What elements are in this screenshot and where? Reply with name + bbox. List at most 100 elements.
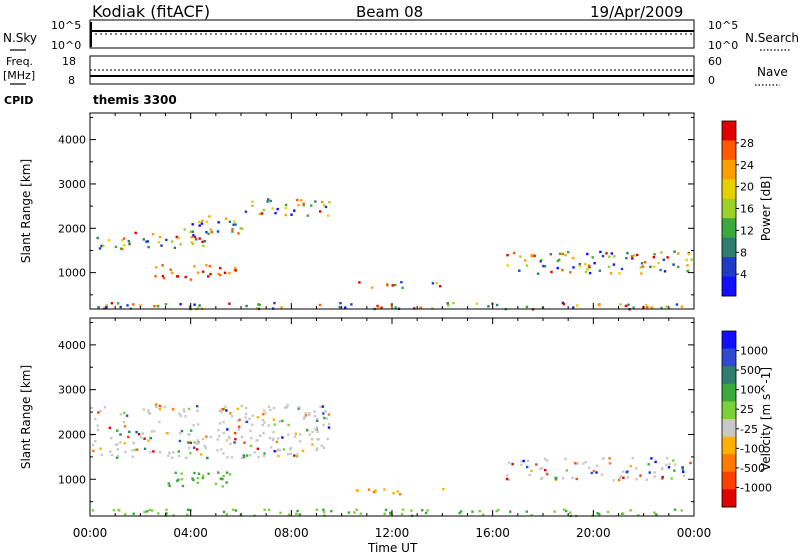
scatter-cell [160,244,163,247]
scatter-cell [284,406,287,409]
scatter-cell [104,306,108,309]
scatter-cell [178,412,181,415]
scatter-cell [274,211,277,215]
scatter-cell [295,512,298,516]
scatter-cell [660,306,663,310]
scatter-cell [308,413,311,417]
colorbar-segment [722,331,736,349]
scatter-cell [682,474,686,477]
scatter-cell [225,481,228,484]
colorbar-tick-label: -500 [740,462,765,475]
scatter-cell [657,261,660,265]
scatter-cell [459,510,463,513]
scatter-cell [528,473,531,477]
scatter-cell [293,435,297,438]
scatter-cell [682,470,685,473]
scatter-cell [100,453,103,457]
scatter-cell [193,471,196,475]
scatter-cell [220,410,223,414]
scatter-cell [137,433,141,436]
scatter-cell [376,304,379,308]
scatter-cell [189,441,192,444]
scatter-cell [165,432,168,435]
scatter-cell [240,456,244,460]
y-tick-label: 2000 [58,428,86,441]
scatter-cell [119,413,123,416]
power-panel: 1000 2000 3000 4000 Slant Range [km] 28 24 20 16… [19,112,773,311]
scatter-cell [273,423,277,426]
scatter-cell [665,463,668,467]
scatter-cell [131,455,134,458]
scatter-cell [645,478,648,481]
scatter-cell [284,203,288,207]
scatter-cell [170,271,174,275]
scatter-cell [141,432,144,435]
scatter-cell [92,449,95,453]
scatter-cell [209,435,212,439]
scatter-cell [418,306,422,310]
scatter-cell [353,511,356,514]
scatter-cell [304,414,308,417]
scatter-cell [276,207,279,211]
scatter-cell [135,430,138,434]
scatter-cell [608,457,611,460]
sky-right-label: N.Search [745,31,799,45]
scatter-cell [114,245,118,249]
colorbar-tick-label: 25 [740,403,754,416]
scatter-cell [607,265,611,268]
scatter-cell [174,471,177,474]
scatter-cell [584,460,587,464]
scatter-cell [244,210,248,213]
scatter-cell [125,414,129,417]
scatter-cell [576,304,579,307]
scatter-cell [233,441,236,444]
scatter-cell [662,258,665,261]
scatter-cell [120,247,124,251]
colorbar-segment [722,198,736,219]
scatter-cell [245,304,248,308]
colorbar-tick-label: 16 [740,203,754,216]
scatter-cell [232,508,235,511]
scatter-cell [257,303,260,306]
scatter-cell [665,305,668,308]
scatter-cell [221,477,224,481]
scatter-cell [232,223,235,226]
scatter-cell [228,220,232,223]
scatter-cell [195,238,198,241]
scatter-cell [660,467,664,470]
scatter-cell [495,509,498,513]
scatter-cell [356,489,359,492]
scatter-cell [190,429,193,432]
scatter-cell [586,268,589,271]
scatter-cell [561,268,564,272]
scatter-cell [650,457,653,460]
scatter-cell [278,420,281,423]
colorbar-tick-label: 12 [740,224,754,237]
scatter-cell [221,408,225,411]
scatter-cell [200,222,204,225]
scatter-cell [216,230,220,233]
scatter-cell [127,435,130,439]
scatter-cell [165,512,168,515]
scatter-cell [208,264,211,268]
scatter-cell [653,475,656,478]
scatter-cell [633,254,636,257]
scatter-cell [302,417,306,420]
scatter-cell [526,465,529,469]
scatter-cell [599,250,602,254]
scatter-cell [269,199,272,203]
scatter-cell [543,265,547,268]
scatter-cell [178,439,182,443]
scatter-cell [553,510,556,513]
scatter-cell [539,260,542,263]
scatter-cell [327,413,331,416]
scatter-cell [316,417,319,420]
scatter-cell [187,407,191,411]
scatter-cell [237,232,240,235]
scatter-cell [98,247,102,250]
scatter-cell [196,271,200,274]
scatter-cell [268,436,272,440]
scatter-cell [191,477,194,480]
scatter-cell [670,477,673,480]
scatter-cell [314,427,317,431]
